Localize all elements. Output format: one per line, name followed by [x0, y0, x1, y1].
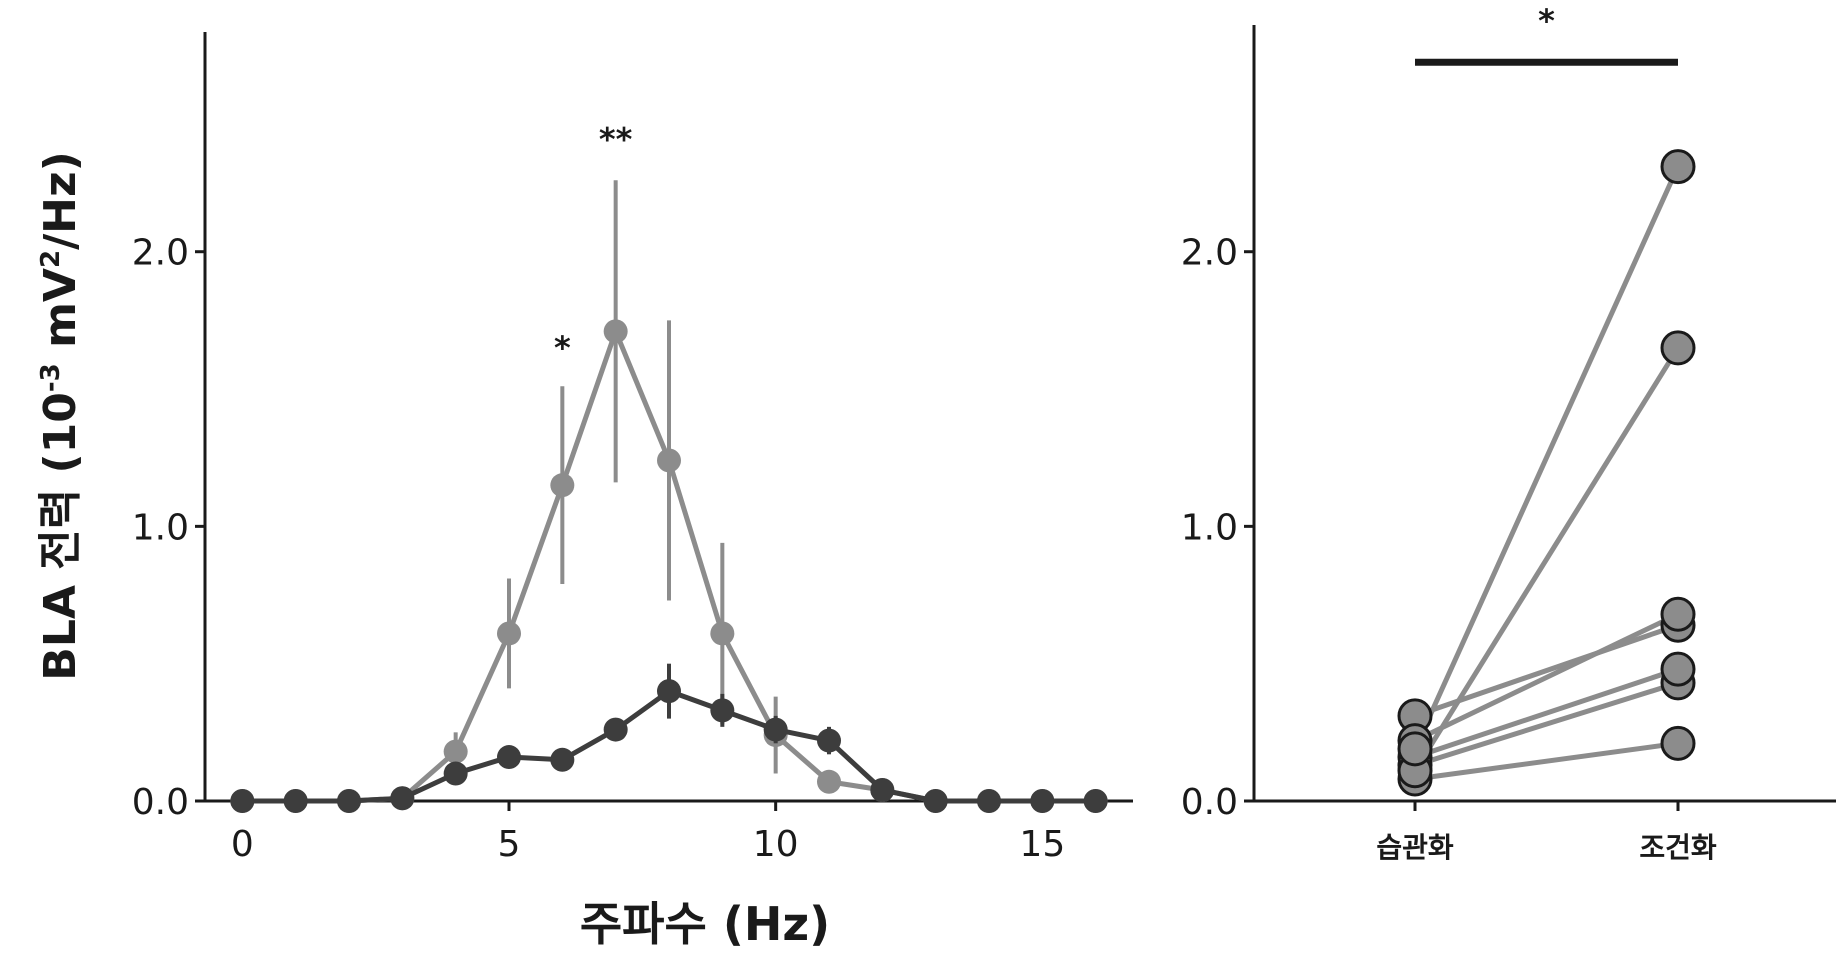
- data-point: [710, 621, 735, 646]
- data-point: [763, 717, 788, 742]
- paired-line: [1414, 740, 1679, 782]
- data-point: [230, 789, 255, 813]
- left-y-tick-label: 0.0: [132, 782, 189, 823]
- data-point: [283, 789, 308, 813]
- series-2: [230, 663, 1108, 813]
- left-y-tick-label: 2.0: [132, 233, 189, 274]
- conditioning-point: [1660, 651, 1696, 687]
- category-label: 습관화: [1376, 831, 1454, 864]
- paired-line: [1414, 666, 1679, 760]
- right-significance: *: [1415, 2, 1678, 66]
- paired-line: [1414, 622, 1679, 719]
- left-x-ticks: 0 5 10 15: [231, 801, 1065, 865]
- data-point: [1083, 789, 1108, 813]
- conditioning-point: [1660, 596, 1696, 632]
- significance-marker: **: [599, 120, 633, 158]
- left-annotations: ***: [554, 120, 633, 367]
- data-point: [443, 739, 468, 764]
- conditioning-point: [1660, 149, 1696, 185]
- data-point: [657, 679, 681, 704]
- paired-line: [1412, 165, 1681, 750]
- right-panel: 0.0 1.0 2.0 습관화 조건화 *: [1181, 2, 1836, 864]
- data-point: [603, 717, 628, 742]
- left-y-tick-label: 1.0: [132, 507, 189, 548]
- data-point: [497, 621, 521, 646]
- significance-marker: *: [1538, 2, 1555, 40]
- right-y-ticks: 0.0 1.0 2.0: [1181, 233, 1254, 823]
- data-point: [1030, 789, 1055, 813]
- left-x-tick-label: 0: [231, 824, 254, 865]
- data-point: [870, 778, 895, 803]
- data-point: [337, 789, 361, 813]
- conditioning-point: [1660, 725, 1696, 761]
- paired-line: [1412, 346, 1681, 773]
- data-point: [657, 448, 681, 473]
- data-point: [550, 473, 575, 498]
- data-point: [977, 789, 1001, 813]
- conditioning-point: [1660, 330, 1696, 366]
- paired-line: [1413, 611, 1680, 743]
- data-point: [710, 698, 735, 723]
- right-points: [1397, 149, 1696, 797]
- data-point: [923, 789, 948, 813]
- paired-line: [1414, 680, 1679, 768]
- right-y-tick-label: 2.0: [1181, 233, 1238, 274]
- data-point: [443, 761, 468, 786]
- left-x-tick-label: 5: [498, 824, 521, 865]
- habituation-point: [1397, 731, 1433, 767]
- right-x-ticks: 습관화 조건화: [1376, 801, 1717, 864]
- category-label: 조건화: [1639, 831, 1717, 864]
- significance-marker: *: [554, 329, 571, 367]
- right-y-tick-label: 1.0: [1181, 507, 1238, 548]
- left-y-ticks: 0.0 1.0 2.0: [132, 233, 205, 823]
- left-x-tick-label: 15: [1019, 824, 1065, 865]
- right-y-tick-label: 0.0: [1181, 782, 1238, 823]
- left-x-tick-label: 10: [753, 824, 799, 865]
- right-paired-lines: [1412, 165, 1681, 782]
- data-point: [817, 728, 841, 753]
- data-point: [603, 319, 628, 344]
- data-point: [817, 769, 841, 794]
- left-series: [230, 180, 1108, 813]
- x-axis-label: 주파수 (Hz): [580, 897, 830, 951]
- data-point: [550, 747, 575, 772]
- data-point: [497, 745, 521, 770]
- data-point: [390, 786, 415, 811]
- y-axis-label: BLA 전력 (10-3 mV2/Hz): [35, 151, 86, 680]
- left-panel: 0.01.02.0 0 5 10 15 *** 주파수 (Hz) BLA 전력 (10…: [35, 32, 1133, 951]
